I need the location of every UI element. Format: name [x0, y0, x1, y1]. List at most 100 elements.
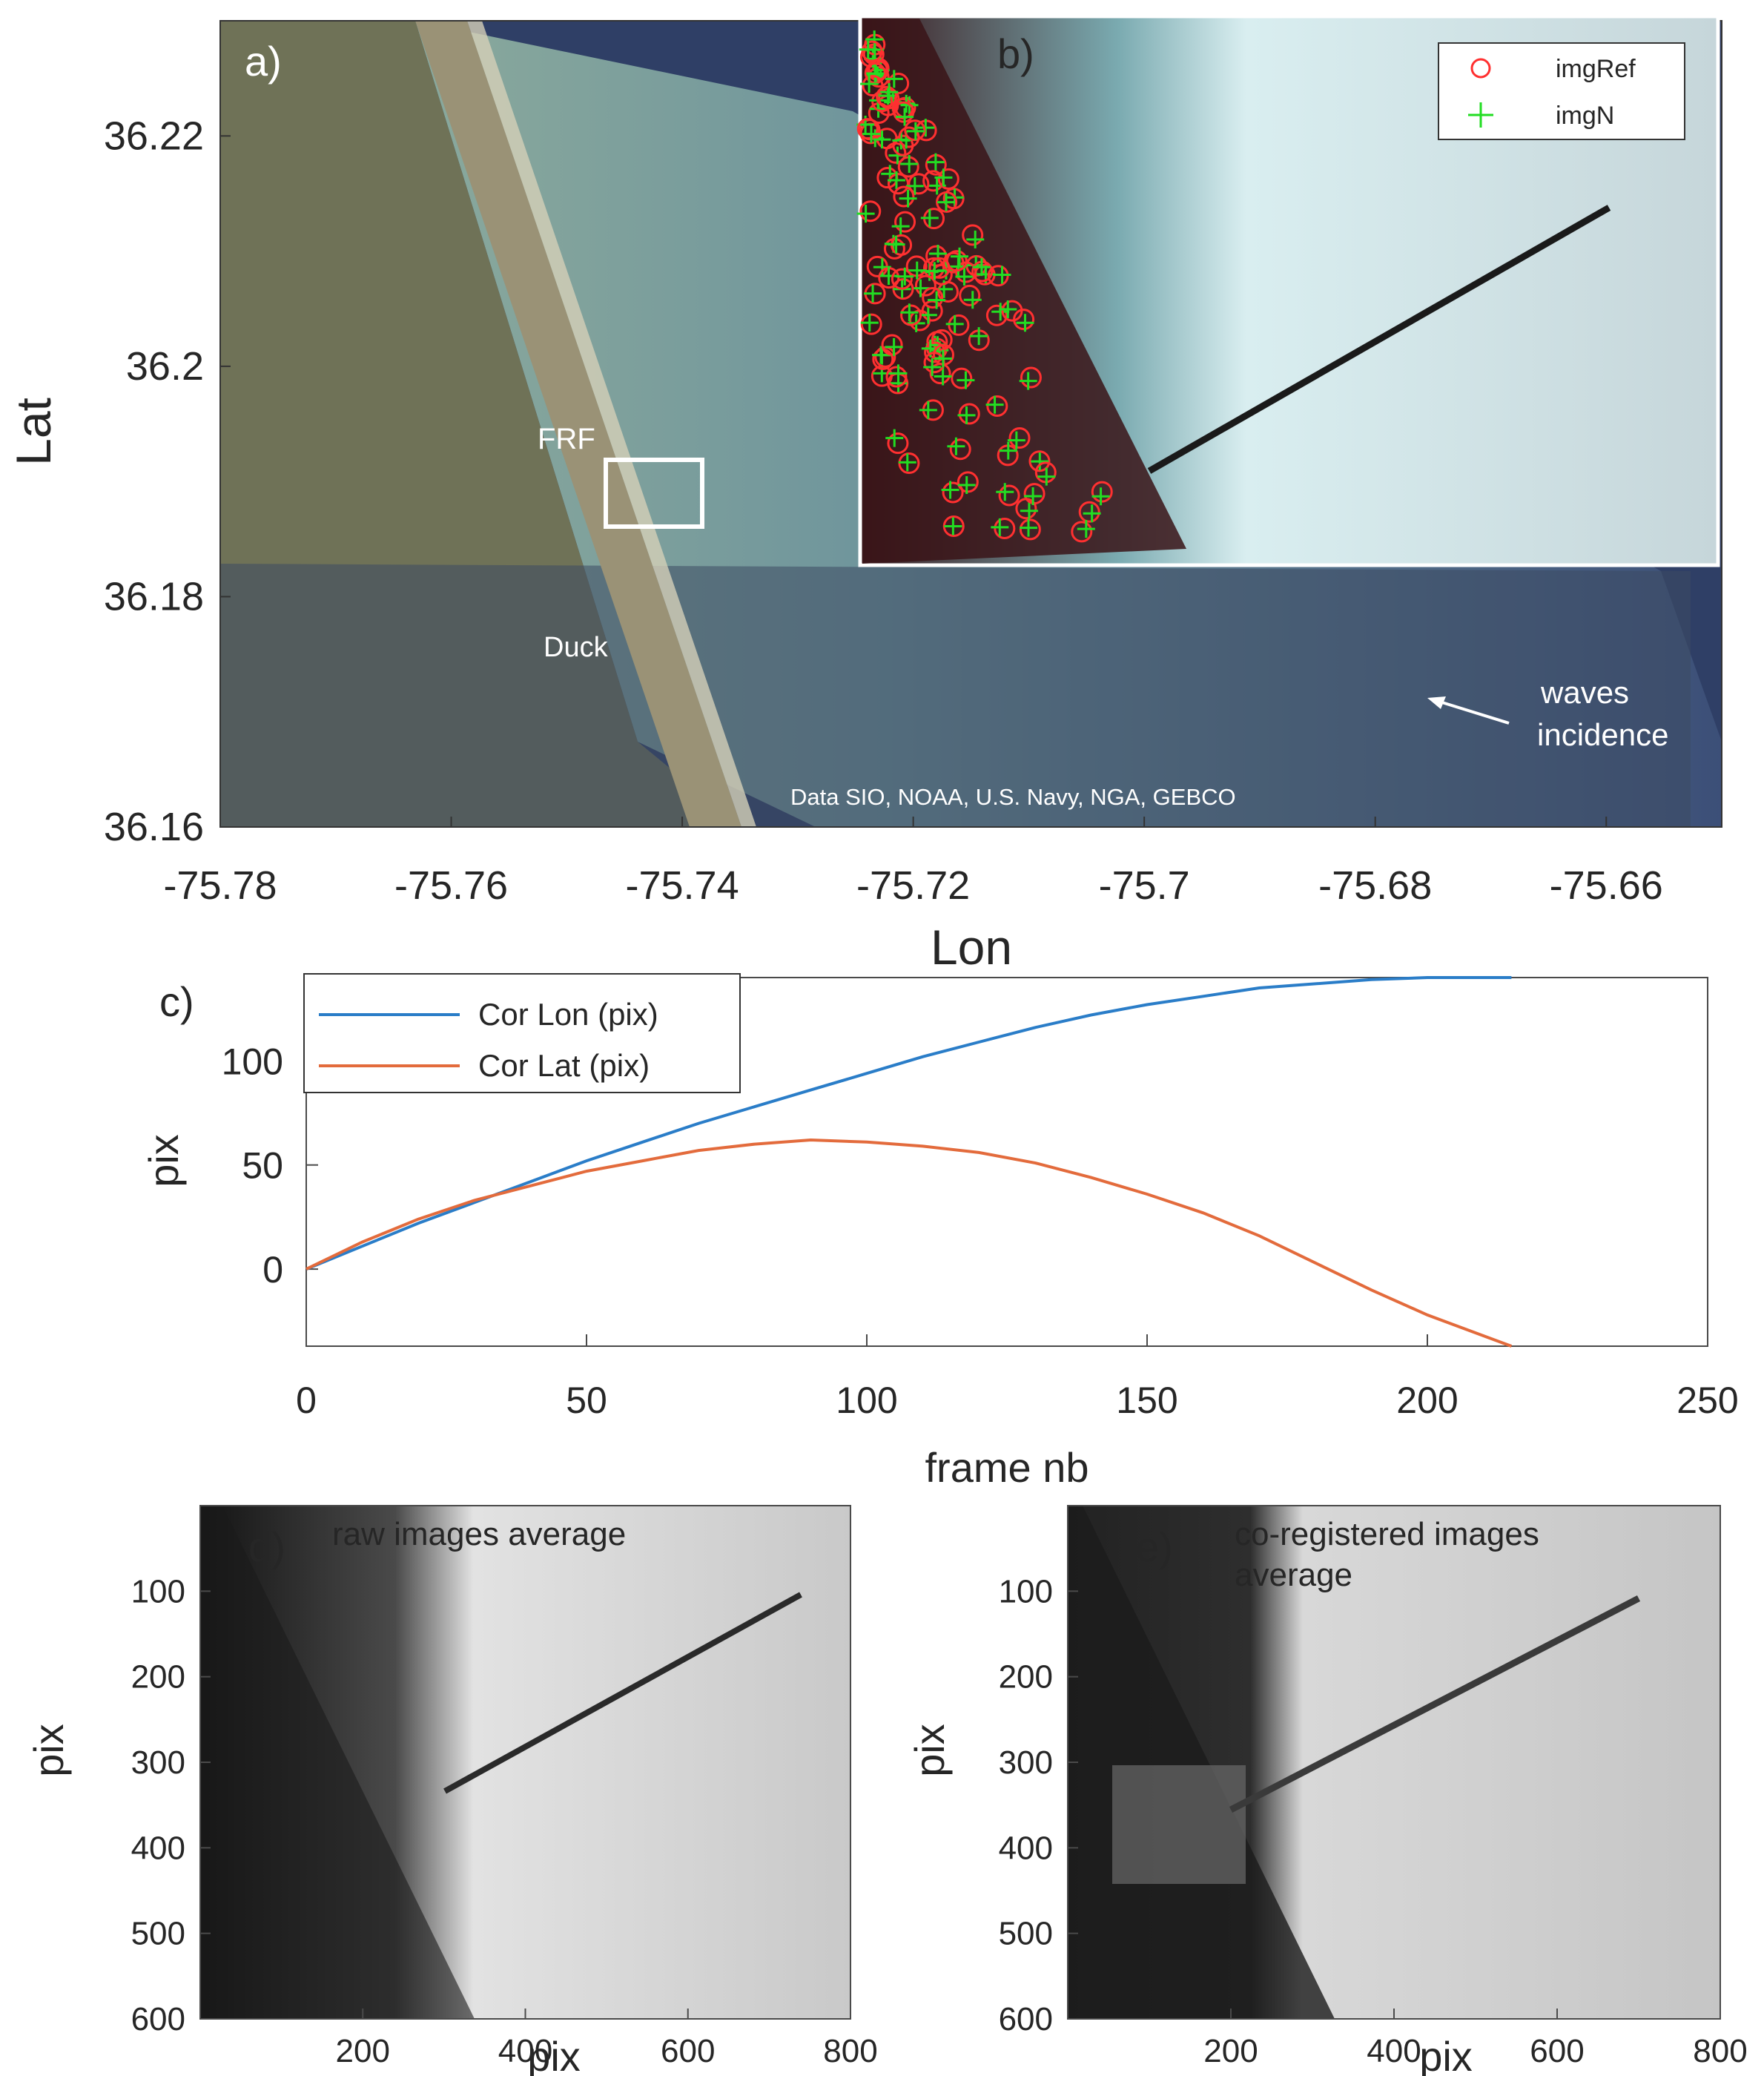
panel-a-beach	[467, 21, 756, 827]
panel-a-xtick-label: -75.72	[856, 863, 970, 908]
panel-e-pier	[1229, 1595, 1641, 1813]
imgref-marker	[1019, 518, 1041, 541]
panel-a-xlabel: Lon	[931, 920, 1012, 975]
imgn-marker	[928, 245, 947, 263]
imgn-marker	[1016, 314, 1034, 332]
panel-e-xlabel: pix	[1419, 2033, 1473, 2076]
imgref-marker	[860, 313, 882, 335]
panel-e-xtick-label: 800	[1693, 2033, 1747, 2069]
imgref-marker	[908, 173, 930, 195]
imgn-marker	[896, 267, 914, 286]
imgref-marker	[914, 274, 936, 297]
panel-c-x-ticks: 0 50 100 150 200 250	[296, 1334, 1739, 1421]
imgref-marker	[893, 185, 915, 208]
imgn-marker	[925, 262, 944, 280]
panel-c-legend	[303, 973, 741, 1093]
panel-c-ylabel: pix	[140, 1134, 187, 1187]
imgref-marker	[957, 471, 979, 493]
panel-a-xtick-label: -75.76	[394, 863, 508, 908]
imgref-marker	[994, 517, 1016, 539]
imgref-marker	[945, 250, 968, 272]
imgn-marker	[920, 208, 939, 227]
panel-e-dark-land	[1068, 1506, 1335, 2019]
panel-c-ytick-label: 50	[242, 1145, 283, 1187]
panel-d-title: raw images average	[332, 1516, 626, 1552]
panel-b-land	[862, 19, 1186, 564]
panel-c-label: c)	[159, 978, 194, 1025]
imgn-marker	[872, 346, 891, 364]
series-line-cor-lon	[305, 976, 1512, 1271]
panel-a-label: a)	[245, 38, 282, 85]
imgn-marker	[991, 518, 1009, 536]
panel-c-xtick-label: 0	[296, 1380, 317, 1421]
frf-label: FRF	[538, 423, 595, 455]
panel-a-xtick-label: -75.7	[1099, 863, 1190, 908]
panel-d-label: d)	[248, 1523, 285, 1570]
imgn-marker	[911, 279, 930, 297]
imgref-marker	[931, 329, 953, 351]
panel-e-ytick-label: 200	[999, 1659, 1053, 1696]
imgref-marker	[881, 334, 903, 356]
panel-b-pier	[1147, 205, 1611, 474]
imgref-marker	[936, 191, 958, 213]
imgn-marker	[999, 300, 1017, 319]
legend-imgn-label: imgN	[1556, 102, 1614, 130]
imgref-marker	[887, 432, 909, 455]
imgref-marker	[1020, 366, 1042, 389]
panel-d-xtick-label: 600	[661, 2033, 715, 2069]
imgn-marker	[1077, 520, 1095, 538]
imgn-marker	[993, 266, 1011, 284]
imgn-marker	[864, 284, 882, 303]
imgn-marker	[887, 235, 905, 254]
imgref-marker	[894, 211, 916, 233]
imgref-marker	[900, 304, 922, 326]
imgn-marker	[859, 40, 877, 59]
imgref-marker	[921, 300, 943, 322]
imgn-marker	[985, 395, 1004, 414]
imgref-marker	[951, 367, 973, 389]
imgn-marker	[966, 230, 985, 248]
panel-a-lower-tile	[220, 564, 1691, 827]
imgn-marker	[1020, 501, 1038, 520]
imgn-marker	[905, 177, 924, 195]
imgref-marker	[1078, 501, 1100, 523]
imgn-marker	[957, 371, 975, 389]
waves-arrow-head	[1427, 696, 1446, 709]
panel-c-xlabel: frame nb	[925, 1444, 1089, 1491]
imgn-marker	[885, 70, 903, 88]
imgn-marker	[866, 65, 885, 83]
imgn-marker	[856, 205, 875, 223]
imgn-marker	[1031, 452, 1049, 471]
panel-d-ytick-label: 600	[131, 2001, 185, 2037]
imgn-marker	[934, 349, 952, 368]
imgn-marker	[1020, 518, 1038, 537]
imgn-marker	[899, 189, 917, 208]
panel-e-frf-buildings	[1112, 1765, 1246, 1884]
imgn-marker	[996, 483, 1014, 501]
waves-label: waves	[1540, 675, 1629, 710]
panel-d-xtick-label: 800	[823, 2033, 877, 2069]
imgref-marker	[949, 438, 971, 461]
imgn-marker	[1091, 487, 1110, 506]
imgn-marker	[873, 131, 891, 149]
imgref-marker	[922, 287, 944, 309]
waves-arrow	[1434, 699, 1510, 725]
imgn-marker	[928, 291, 946, 309]
panel-e-xtick-label: 200	[1203, 2033, 1258, 2069]
series-line-cor-lat	[305, 1138, 1513, 1348]
imgn-marker	[934, 168, 953, 187]
imgn-marker	[900, 155, 919, 174]
incidence-label: incidence	[1537, 717, 1668, 752]
legend-cor-lat-label: Cor Lat (pix)	[478, 1048, 650, 1083]
legend-cor-lon-label: Cor Lon (pix)	[478, 997, 658, 1032]
imgref-marker	[861, 40, 883, 62]
panel-a-ytick-label: 36.18	[104, 574, 204, 619]
imgref-marker	[998, 484, 1020, 507]
imgref-marker	[937, 168, 959, 190]
imgref-marker	[1028, 450, 1051, 472]
panel-a-ylabel: Lat	[6, 398, 61, 466]
panel-e-ytick-label: 500	[999, 1916, 1053, 1952]
frf-box	[604, 458, 704, 529]
